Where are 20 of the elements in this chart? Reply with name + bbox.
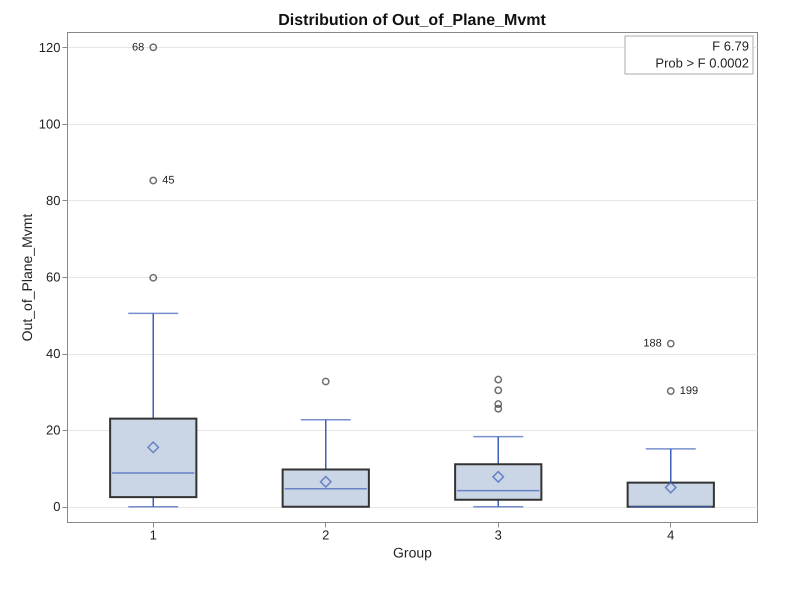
annotation: Prob > F 0.0002 [655,56,749,70]
annotation: 199 [680,385,698,398]
chart-title: Distribution of Out_of_Plane_Mvmt [278,12,546,29]
y-axis-title: Out_of_Plane_Mvmt [18,214,35,342]
y-tick-label: 20 [46,422,60,438]
y-tick-label: 100 [38,116,60,132]
x-tick-label: 2 [322,528,330,542]
annotation: F 6.79 [712,38,749,54]
y-tick-label: 120 [38,40,60,55]
y-tick-label: 60 [46,270,60,284]
x-tick-label: 3 [494,528,502,542]
annotation: 45 [162,174,174,187]
annotation: 68 [132,41,144,54]
annotation: 188 [643,338,662,350]
y-tick-label: 40 [46,346,60,362]
y-tick-label: 0 [53,499,60,514]
x-axis-title: Group [393,544,432,560]
x-tick-label: 1 [150,528,157,542]
y-tick-label: 80 [46,192,60,208]
x-tick-label: 4 [667,528,674,542]
